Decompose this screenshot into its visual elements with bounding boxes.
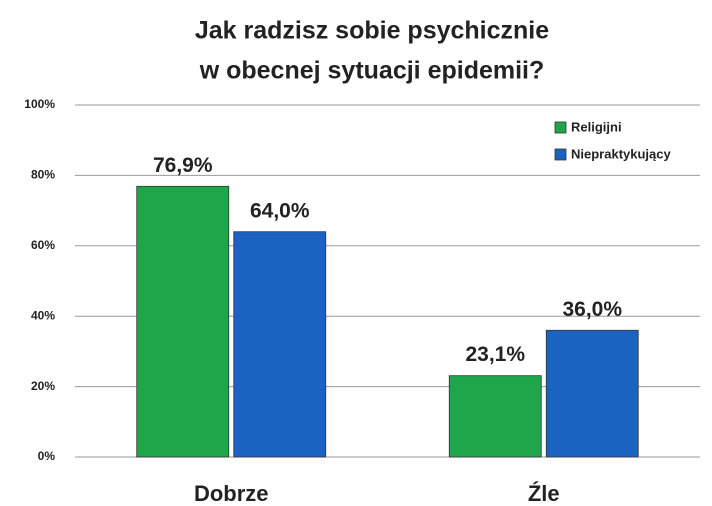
data-label: 76,9% — [153, 154, 213, 177]
data-label: 64,0% — [250, 199, 310, 222]
y-tick-label: 0% — [38, 449, 56, 463]
chart-title: Jak radzisz sobie psychicznie — [195, 17, 549, 45]
y-tick-label: 20% — [31, 379, 55, 393]
bar — [448, 375, 542, 458]
y-tick-label: 80% — [31, 168, 55, 182]
data-label: 36,0% — [562, 298, 622, 321]
legend-label: Religijni — [571, 119, 622, 134]
legend-swatch — [554, 121, 567, 134]
chart-title: w obecnej sytuacji epidemii? — [199, 57, 545, 85]
y-tick-label: 60% — [31, 238, 55, 252]
data-label: 23,1% — [465, 343, 525, 366]
y-tick-label: 100% — [24, 97, 55, 111]
bar — [545, 329, 639, 458]
x-tick-label: Dobrze — [194, 481, 269, 506]
legend-swatch — [554, 148, 567, 161]
legend-label: Niepraktykujący — [571, 146, 671, 161]
bar — [233, 231, 327, 458]
bar — [136, 185, 230, 458]
x-tick-label: Źle — [528, 481, 560, 506]
y-tick-label: 40% — [31, 308, 55, 322]
